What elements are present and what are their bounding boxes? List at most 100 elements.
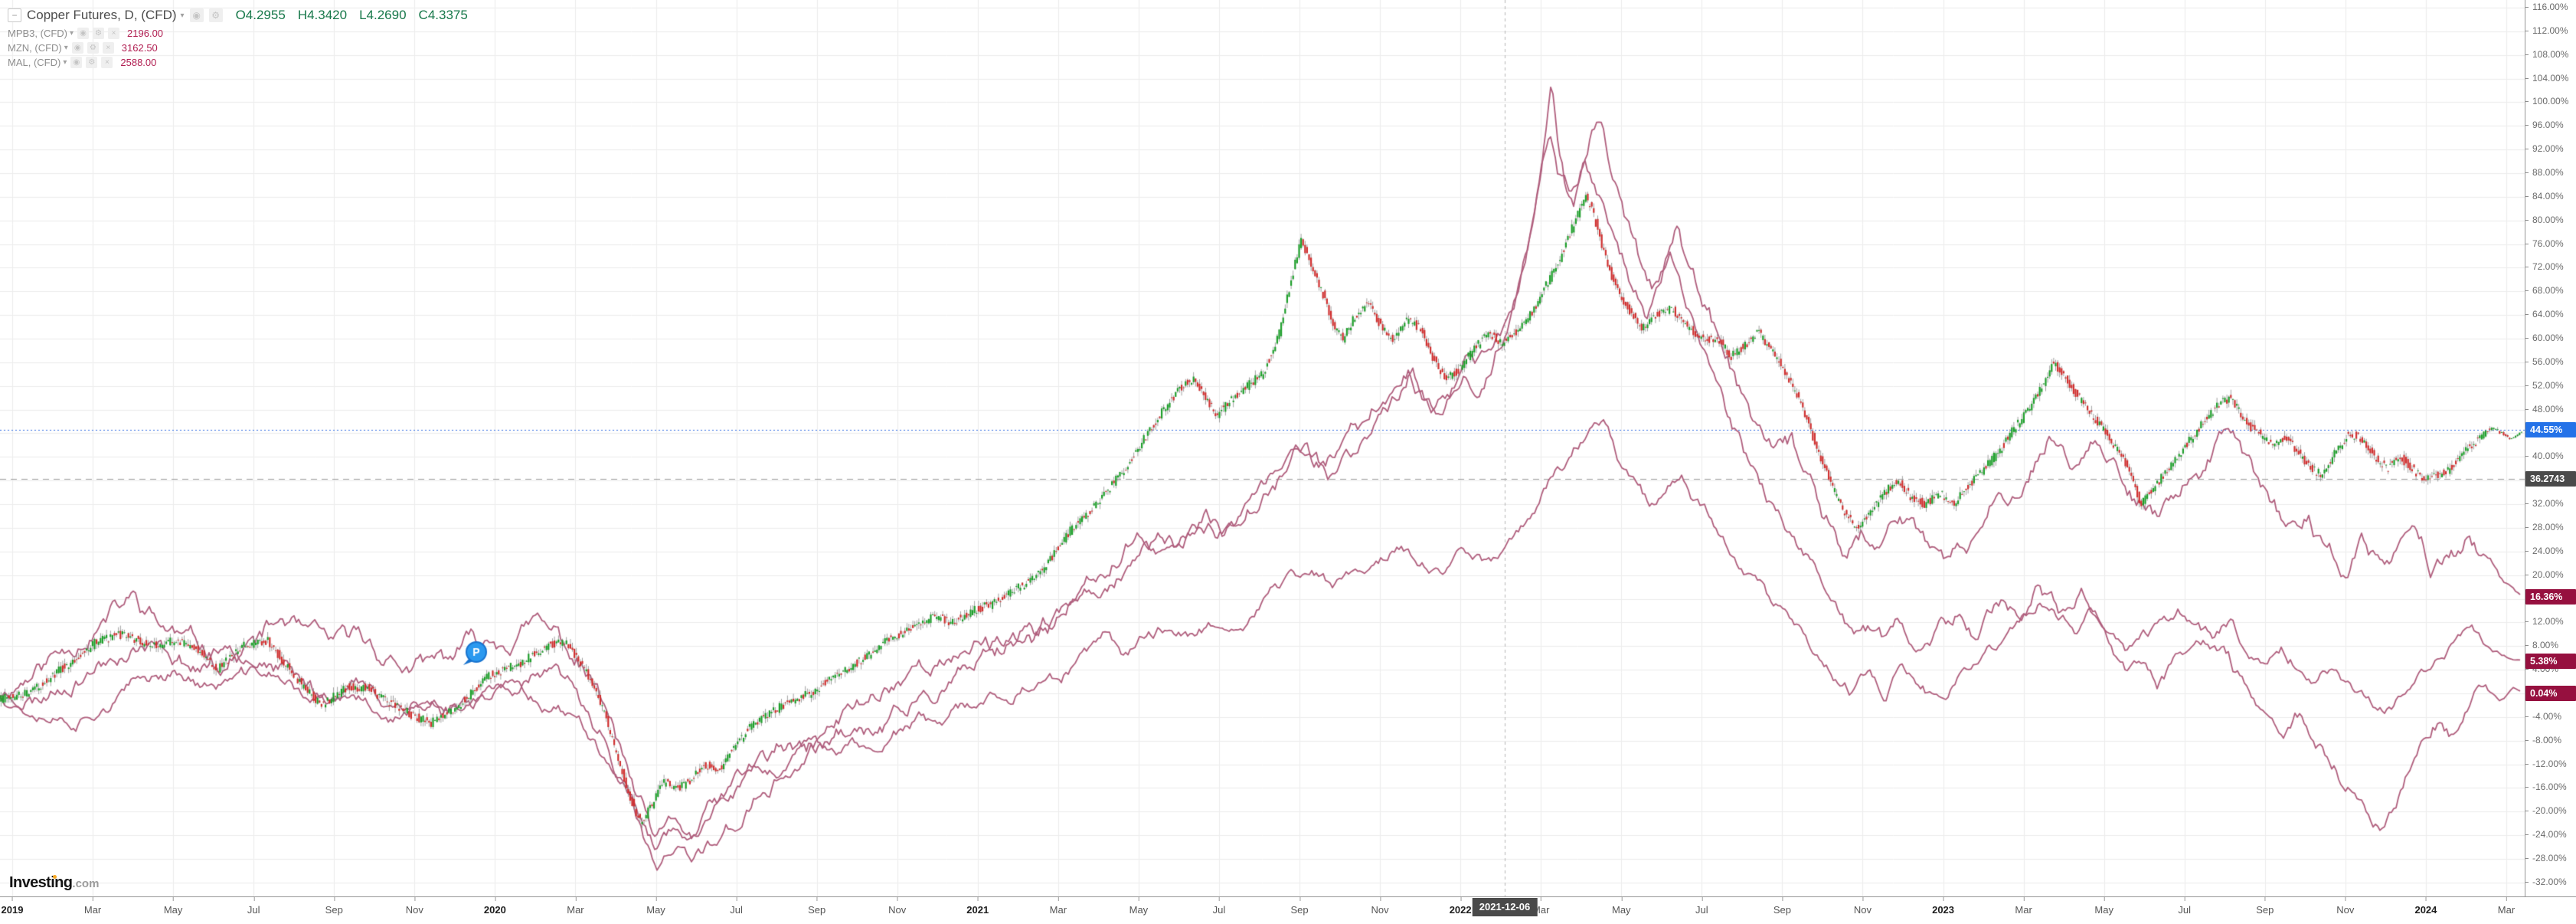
time-axis-label: Sep: [1290, 897, 1309, 916]
price-axis-label: 56.00%: [2525, 356, 2564, 367]
price-axis-label: 92.00%: [2525, 143, 2564, 154]
time-axis-label: Jul: [2178, 897, 2192, 916]
price-axis-label: -32.00%: [2525, 876, 2567, 887]
price-axis[interactable]: 116.00% 112.00% 108.00% 104.00% 100.00% 96.00…: [2525, 0, 2576, 896]
compare-symbol-name[interactable]: MZN, (CFD): [8, 42, 62, 54]
time-axis-label: Mar: [1049, 897, 1067, 916]
time-axis-label: Jul: [1212, 897, 1226, 916]
investing-logo-brand: Investing: [9, 874, 73, 891]
remove-icon[interactable]: ×: [101, 57, 113, 68]
time-axis-label: Jul: [247, 897, 260, 916]
crosshair-date-badge: 2021-12-06: [1472, 898, 1538, 916]
compare-symbol-row: MAL, (CFD) ▾ ◉ ⚙ × 2588.00: [8, 55, 468, 70]
price-axis-label: 20.00%: [2525, 569, 2564, 580]
price-axis-label: 100.00%: [2525, 96, 2568, 106]
price-axis-label: 60.00%: [2525, 333, 2564, 343]
price-chart-canvas[interactable]: [0, 0, 2525, 896]
price-axis-label: -12.00%: [2525, 759, 2567, 769]
price-axis-label: 52.00%: [2525, 380, 2564, 391]
time-axis-label: 2021: [966, 897, 989, 916]
time-axis-label: Nov: [405, 897, 423, 916]
price-axis-label: 12.00%: [2525, 616, 2564, 627]
visibility-icon[interactable]: ◉: [77, 28, 90, 39]
price-axis-label: 24.00%: [2525, 546, 2564, 556]
price-axis-label: 68.00%: [2525, 285, 2564, 296]
settings-gear-icon[interactable]: ⚙: [87, 42, 99, 54]
time-axis-label: Jul: [730, 897, 743, 916]
main-symbol-row: − Copper Futures, D, (CFD) ▾ ◉ ⚙ O4.2955…: [8, 5, 468, 26]
compare-symbol-name[interactable]: MAL, (CFD): [8, 57, 61, 68]
compare-symbol-row: MPB3, (CFD) ▾ ◉ ⚙ × 2196.00: [8, 26, 468, 41]
time-axis-label: Sep: [325, 897, 343, 916]
price-axis-label: 112.00%: [2525, 25, 2568, 36]
chart-legend: − Copper Futures, D, (CFD) ▾ ◉ ⚙ O4.2955…: [8, 5, 468, 70]
time-axis-label: May: [1129, 897, 1149, 916]
settings-gear-icon[interactable]: ⚙: [86, 57, 98, 68]
time-axis-label: May: [2094, 897, 2113, 916]
price-axis-label: 8.00%: [2525, 640, 2558, 650]
time-axis-label: Jul: [1695, 897, 1708, 916]
price-axis-label: 88.00%: [2525, 167, 2564, 178]
chevron-down-icon[interactable]: ▾: [70, 29, 74, 38]
high-value: H4.3420: [297, 8, 348, 22]
time-axis-label: Mar: [567, 897, 584, 916]
ohlc-values: O4.2955 H4.3420 L4.2690 C4.3375: [236, 8, 468, 23]
time-axis-label: May: [1612, 897, 1631, 916]
visibility-icon[interactable]: ◉: [71, 42, 83, 54]
time-axis[interactable]: 2019 Mar May Jul Sep Nov 2020 Mar May Jul Sep Nov 20…: [0, 896, 2576, 924]
time-axis-label: Nov: [2336, 897, 2355, 916]
price-axis-label: -16.00%: [2525, 781, 2567, 792]
chevron-down-icon[interactable]: ▾: [180, 11, 185, 20]
price-axis-label: 116.00%: [2525, 2, 2568, 12]
price-axis-label: 40.00%: [2525, 451, 2564, 461]
time-axis-label: 2024: [2414, 897, 2437, 916]
compare-symbol-value: 2196.00: [127, 28, 164, 39]
price-axis-label: -24.00%: [2525, 829, 2567, 840]
visibility-icon[interactable]: ◉: [70, 57, 83, 68]
compare-symbol-name[interactable]: MPB3, (CFD): [8, 28, 67, 39]
time-axis-label: Nov: [1853, 897, 1872, 916]
close-value: C4.3375: [418, 8, 468, 22]
price-axis-label: -8.00%: [2525, 735, 2561, 745]
investing-logo: Investing.com: [9, 874, 99, 892]
price-badge-compare: 16.36%: [2525, 588, 2576, 605]
price-axis-label: 48.00%: [2525, 404, 2564, 414]
time-axis-label: Mar: [83, 897, 102, 916]
time-axis-label: 2022: [1449, 897, 1472, 916]
time-axis-label: Sep: [808, 897, 826, 916]
chevron-down-icon[interactable]: ▾: [63, 58, 67, 67]
price-axis-label: 28.00%: [2525, 522, 2564, 532]
price-badge-level: 36.2743: [2525, 471, 2576, 487]
time-axis-label: Nov: [1371, 897, 1389, 916]
chevron-down-icon[interactable]: ▾: [64, 44, 68, 52]
price-axis-label: 80.00%: [2525, 215, 2564, 225]
price-axis-label: 72.00%: [2525, 261, 2564, 272]
price-axis-label: 108.00%: [2525, 49, 2568, 60]
open-value: O4.2955: [235, 8, 286, 22]
settings-gear-icon[interactable]: ⚙: [208, 8, 223, 22]
time-axis-label: May: [646, 897, 665, 916]
price-axis-label: -28.00%: [2525, 853, 2567, 863]
price-axis-label: -4.00%: [2525, 711, 2561, 722]
time-axis-label: 2020: [483, 897, 506, 916]
price-axis-label: 76.00%: [2525, 238, 2564, 249]
visibility-icon[interactable]: ◉: [189, 8, 204, 22]
time-axis-label: 2019: [1, 897, 24, 916]
price-axis-label: 32.00%: [2525, 498, 2564, 509]
price-axis-label: 64.00%: [2525, 309, 2564, 319]
time-axis-label: Mar: [2497, 897, 2516, 916]
price-badge-current-price: 44.55%: [2525, 422, 2576, 438]
remove-icon[interactable]: ×: [108, 28, 120, 39]
price-axis-label: 96.00%: [2525, 120, 2564, 130]
price-axis-label: -20.00%: [2525, 805, 2567, 816]
collapse-legend-button[interactable]: −: [8, 8, 21, 22]
symbol-title[interactable]: Copper Futures, D, (CFD): [27, 8, 177, 22]
time-axis-label: 2023: [1932, 897, 1955, 916]
settings-gear-icon[interactable]: ⚙: [93, 28, 105, 39]
price-axis-label: 84.00%: [2525, 191, 2564, 202]
remove-icon[interactable]: ×: [102, 42, 114, 54]
time-axis-label: May: [163, 897, 183, 916]
price-badge-compare: 0.04%: [2525, 685, 2576, 701]
compare-symbol-value: 3162.50: [121, 42, 158, 54]
